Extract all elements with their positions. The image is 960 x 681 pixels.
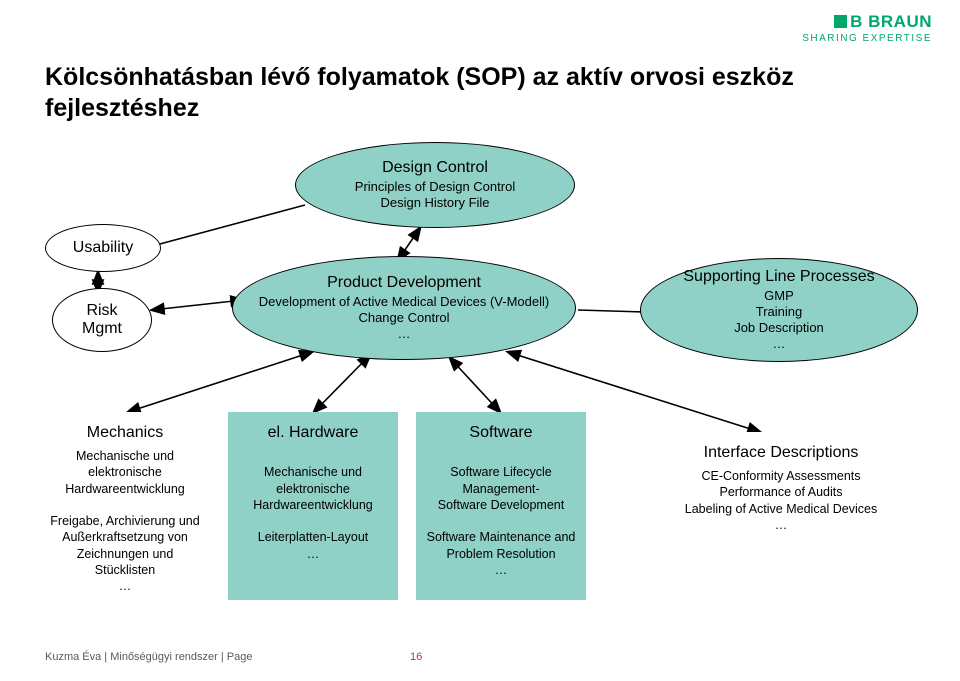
ellipse-supporting: Supporting Line Processes GMP Training Jo…	[640, 258, 918, 362]
card-interface: Interface Descriptions CE-Conformity Asse…	[668, 432, 894, 550]
page-title: Kölcsönhatásban lévő folyamatok (SOP) az…	[45, 62, 805, 125]
card-software: Software Software Lifecycle Management- …	[416, 412, 586, 600]
card-title: Software	[469, 424, 532, 442]
ellipse-title: Product Development	[327, 274, 481, 292]
logo-square-icon	[834, 15, 847, 28]
card-mechanics: Mechanics Mechanische und elektronische H…	[40, 412, 210, 600]
card-body: Mechanische und elektronische Hardwareen…	[238, 448, 388, 562]
brand-logo: B BRAUN SHARING EXPERTISE	[802, 12, 932, 44]
ellipse-body: Development of Active Medical Devices (V…	[259, 294, 549, 343]
ellipse-design-control: Design Control Principles of Design Contr…	[295, 142, 575, 228]
ellipse-title: Design Control	[382, 159, 488, 177]
card-hardware: el. Hardware Mechanische und elektronisc…	[228, 412, 398, 600]
ellipse-product-dev: Product Development Development of Active…	[232, 256, 576, 360]
ellipse-title: Usability	[73, 239, 133, 257]
ellipse-body: GMP Training Job Description …	[734, 288, 824, 353]
logo-tagline: SHARING EXPERTISE	[802, 33, 932, 44]
ellipse-usability: Usability	[45, 224, 161, 272]
ellipse-title: Risk Mgmt	[82, 302, 122, 338]
logo-main: B BRAUN	[802, 12, 932, 32]
card-title: el. Hardware	[268, 424, 359, 442]
ellipse-title: Supporting Line Processes	[683, 268, 874, 286]
logo-main-text: B BRAUN	[850, 12, 932, 31]
ellipse-risk-mgmt: Risk Mgmt	[52, 288, 152, 352]
card-title: Mechanics	[87, 424, 163, 442]
page-number: 16	[410, 651, 422, 663]
footer-text: Kuzma Éva | Minőségügyi rendszer | Page	[45, 651, 253, 663]
card-title: Interface Descriptions	[704, 444, 859, 462]
card-body: Software Lifecycle Management- Software …	[426, 448, 576, 578]
ellipse-body: Principles of Design Control Design Hist…	[355, 179, 515, 212]
card-body: CE-Conformity Assessments Performance of…	[685, 468, 877, 533]
card-body: Mechanische und elektronische Hardwareen…	[50, 448, 200, 594]
